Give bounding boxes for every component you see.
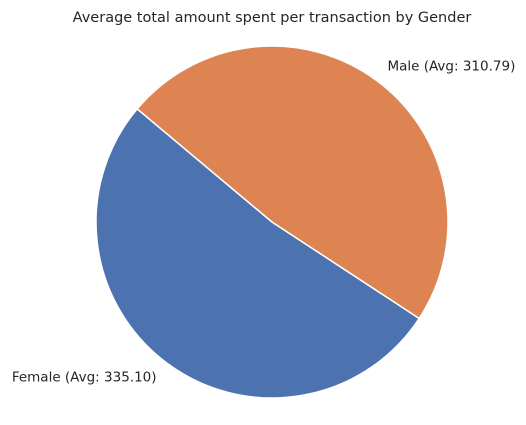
pie-slice-labels: Female (Avg: 335.10) Male (Avg: 310.79) <box>12 59 516 386</box>
pie-slice-female <box>95 108 420 399</box>
pie-slice-male <box>136 45 449 320</box>
chart-title: Average total amount spent per transacti… <box>73 10 472 26</box>
pie-label-female: Female (Avg: 335.10) <box>12 369 157 385</box>
pie-label-male: Male (Avg: 310.79) <box>387 59 515 75</box>
pie-slices <box>95 45 449 399</box>
